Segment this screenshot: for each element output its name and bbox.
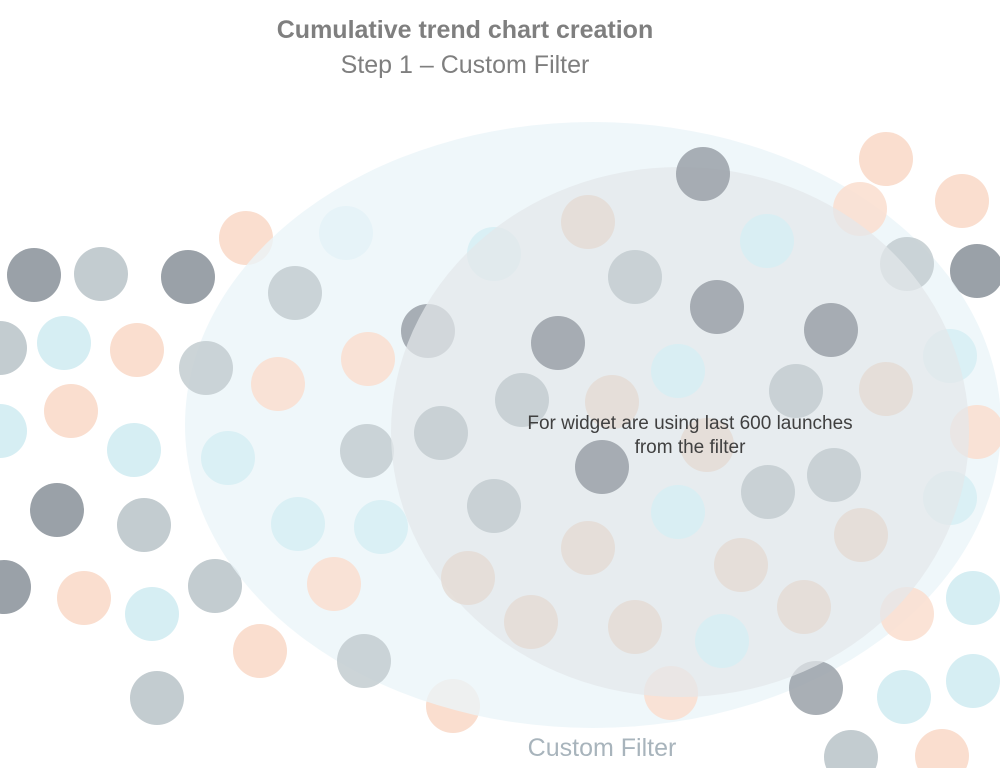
widget-launch-dot <box>741 465 795 519</box>
widget-launch-dot <box>561 521 615 575</box>
widget-launch-dot <box>531 316 585 370</box>
launch-dot <box>161 250 215 304</box>
filtered-launch-dot <box>201 431 255 485</box>
widget-launch-dot <box>769 364 823 418</box>
widget-launch-dot <box>467 479 521 533</box>
launch-dot <box>7 248 61 302</box>
filtered-launch-dot <box>340 424 394 478</box>
widget-launch-dot <box>676 147 730 201</box>
launch-dot <box>125 587 179 641</box>
widget-launch-dot <box>740 214 794 268</box>
launch-dot <box>0 321 27 375</box>
custom-filter-label: Custom Filter <box>527 734 677 762</box>
widget-launch-dot <box>804 303 858 357</box>
last-launches-ellipse <box>391 167 969 697</box>
widget-launch-dot <box>414 406 468 460</box>
filtered-launch-dot <box>354 500 408 554</box>
launch-dot <box>130 671 184 725</box>
widget-launch-dot <box>575 440 629 494</box>
widget-launch-dot <box>690 280 744 334</box>
filtered-launch-dot <box>268 266 322 320</box>
launch-dot <box>30 483 84 537</box>
launch-dot <box>0 404 27 458</box>
widget-launch-dot <box>651 344 705 398</box>
page-subtitle: Step 1 – Custom Filter <box>340 51 590 79</box>
launch-dot <box>233 624 287 678</box>
filtered-launch-dot <box>307 557 361 611</box>
launch-dot <box>57 571 111 625</box>
widget-note-line-1: For widget are using last 600 launches <box>527 413 853 434</box>
page-title: Cumulative trend chart creation <box>276 16 654 44</box>
widget-launch-dot <box>680 418 734 472</box>
widget-launch-dot <box>585 375 639 429</box>
launch-dot <box>44 384 98 438</box>
filtered-launch-dot <box>341 332 395 386</box>
launch-dot <box>188 559 242 613</box>
filtered-launch-dot <box>179 341 233 395</box>
filtered-launch-dot <box>251 357 305 411</box>
launch-dot <box>37 316 91 370</box>
widget-launch-dot <box>495 373 549 427</box>
launch-dot <box>117 498 171 552</box>
launch-dot <box>74 247 128 301</box>
widget-launch-dot <box>807 448 861 502</box>
widget-launch-dot <box>608 600 662 654</box>
widget-launch-dot <box>777 580 831 634</box>
widget-note-line-2: from the filter <box>634 437 746 458</box>
widget-launch-dot <box>714 538 768 592</box>
launch-dot <box>935 174 989 228</box>
launch-dot <box>0 560 31 614</box>
widget-launch-dot <box>441 551 495 605</box>
filtered-launch-dot <box>789 661 843 715</box>
launch-dot <box>110 323 164 377</box>
widget-launch-dot <box>859 362 913 416</box>
widget-launch-dot <box>695 614 749 668</box>
widget-launch-dot <box>651 485 705 539</box>
launch-dot <box>107 423 161 477</box>
filtered-launch-dot <box>337 634 391 688</box>
launch-dot <box>946 654 1000 708</box>
launch-dot <box>950 244 1000 298</box>
widget-launch-dot <box>608 250 662 304</box>
launch-dot <box>824 730 878 768</box>
launch-dot <box>859 132 913 186</box>
widget-launch-dot <box>834 508 888 562</box>
launch-dot <box>946 571 1000 625</box>
launch-dot <box>915 729 969 768</box>
widget-launch-dot <box>504 595 558 649</box>
widget-launch-dot <box>561 195 615 249</box>
launch-dot <box>877 670 931 724</box>
widget-note: For widget are using last 600 launches f… <box>500 412 880 460</box>
filtered-launch-dot <box>271 497 325 551</box>
